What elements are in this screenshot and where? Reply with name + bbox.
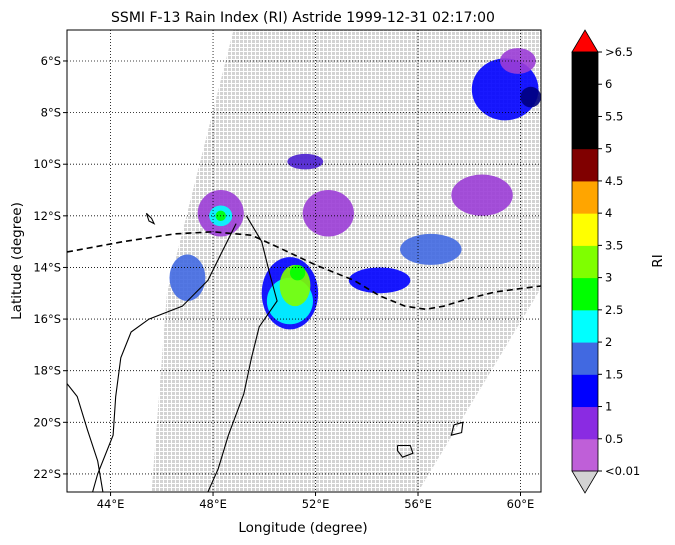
colorbar-tick-label: 5.5 [605,109,623,123]
colorbar-tick-label: <0.01 [605,464,640,478]
y-tick-label: 14°S [33,260,61,274]
y-axis-label: Latitude (degree) [9,202,25,320]
colorbar-segment [572,438,598,472]
coastlines [67,212,464,492]
y-tick-label: 10°S [33,157,61,171]
colorbar-tick-label: 2 [605,335,612,349]
latitude-axis-ticks: 6°S 8°S 10°S 12°S 14°S 16°S 18°S 20°S 22°S [33,54,67,481]
map-panel: 44°E 48°E 52°E 56°E 60°E 6°S 8°S 10°S 12°S 14°S 1… [33,29,542,511]
map-gridlines [67,30,541,492]
y-tick-label: 16°S [33,312,61,326]
colorbar-tick-label: 1 [605,400,612,414]
x-tick-label: 56°E [404,497,432,511]
y-tick-label: 20°S [33,415,61,429]
storm-track-line [67,230,541,311]
colorbar-segment [572,180,598,214]
rain-cell-12 [451,174,513,216]
colorbar-segment [572,342,598,375]
rain-cell-8 [302,190,354,237]
x-tick-label: 52°E [302,497,330,511]
x-tick-label: 60°E [507,497,535,511]
x-tick-label: 48°E [199,497,227,511]
y-tick-label: 12°S [33,209,61,223]
colorbar-segment [572,374,598,408]
madagascar-west-coast [92,223,237,492]
island-outline-0 [145,212,156,225]
rain-cell-9 [287,153,324,170]
colorbar-tick-label: 4 [605,206,612,220]
island-outline-2 [450,421,464,436]
rain-index-colorbar: <0.01 0.5 1 1.5 2 2.5 3 3.5 4 4.5 5 5.5 6 >6.5 [571,29,640,494]
island-outline-1 [396,444,414,458]
rain-cell-14 [520,86,541,108]
colorbar-tick-label: 2.5 [605,303,623,317]
rain-cell-11 [400,233,462,265]
colorbar-segment [572,406,598,440]
rain-cell-7 [289,264,306,281]
colorbar-segment [572,277,598,311]
chart-title: SSMI F-13 Rain Index (RI) Astride 1999-1… [111,10,495,26]
colorbar-frame [571,51,599,472]
longitude-axis-ticks: 44°E 48°E 52°E 56°E 60°E [97,492,535,511]
africa-coastline [67,383,104,492]
colorbar-tick-label: 6 [605,77,612,91]
colorbar-segment [572,213,598,246]
madagascar-east-coast [207,215,278,492]
y-tick-label: 18°S [33,364,61,378]
colorbar-segment [572,52,598,85]
rain-cell-10 [348,267,411,294]
colorbar-over-arrow [571,29,599,53]
colorbar-tick-label: 0.5 [605,432,623,446]
colorbar-tick-label: 3 [605,271,612,285]
colorbar-segment [572,148,598,182]
colorbar-tick-label: 3.5 [605,238,623,252]
colorbar-tick-label: 4.5 [605,174,623,188]
y-tick-label: 22°S [33,467,61,481]
map-frame [66,29,542,493]
x-axis-label: Longitude (degree) [238,520,367,536]
rain-cell-3 [169,254,206,302]
colorbar-tick-label: 1.5 [605,367,623,381]
colorbar-tick-label: 5 [605,142,612,156]
ssmi-swath-coverage [151,30,541,492]
colorbar-label: RI [650,254,666,267]
colorbar-under-arrow [571,470,599,494]
colorbar-segment [572,116,598,150]
rain-index-pixels [169,48,541,330]
colorbar-tick-label: >6.5 [605,45,633,59]
y-tick-label: 6°S [41,54,61,68]
colorbar-segment [572,309,598,343]
colorbar-segment [572,84,598,117]
colorbar-segment [572,245,598,279]
rain-cell-13 [471,58,539,121]
x-tick-label: 44°E [97,497,125,511]
y-tick-label: 8°S [41,106,61,120]
